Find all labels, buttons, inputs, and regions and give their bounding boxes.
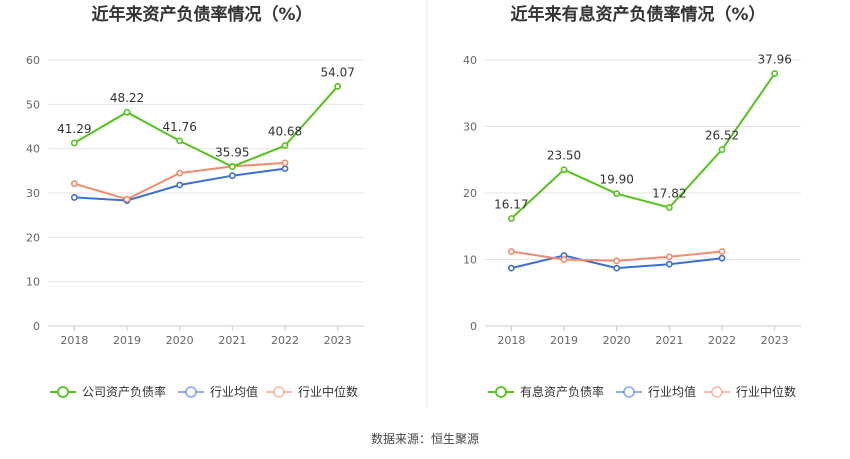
- data-point: [665, 260, 673, 268]
- x-tick-label: 2020: [166, 334, 194, 347]
- data-label: 35.95: [215, 146, 249, 160]
- y-tick-label: 60: [26, 54, 40, 67]
- data-point: [560, 256, 568, 263]
- series-line-3: [74, 161, 286, 201]
- data-point: [718, 146, 726, 154]
- data-point: [613, 257, 621, 265]
- series-line-1: [510, 73, 776, 220]
- data-label: 41.76: [162, 120, 196, 134]
- data-point: [176, 137, 184, 145]
- x-tick-label: 2020: [603, 334, 631, 347]
- data-point: [665, 253, 673, 261]
- y-tick-label: 0: [470, 320, 477, 333]
- chart-title-2: 近年来有息资产负债率情况（%）: [510, 4, 765, 25]
- legend-marker-2: [185, 386, 197, 398]
- data-point: [665, 204, 673, 211]
- legend-label-1: 公司资产负债率: [82, 384, 166, 399]
- y-tick-label: 20: [463, 187, 477, 200]
- x-tick-label: 2022: [271, 334, 299, 347]
- x-tick-label: 2019: [550, 334, 578, 347]
- legend-marker-1: [57, 386, 69, 398]
- legend-label-1: 有息资产负债率: [520, 384, 604, 399]
- data-label: 48.22: [110, 91, 144, 105]
- x-tick-label: 2022: [708, 334, 736, 347]
- x-tick-label: 2019: [113, 334, 141, 347]
- data-point: [281, 142, 289, 150]
- data-point: [176, 181, 184, 189]
- data-point: [228, 163, 236, 171]
- data-point: [334, 82, 342, 90]
- y-tick-label: 50: [26, 98, 40, 111]
- legend-label-3: 行业中位数: [298, 384, 358, 399]
- data-point: [123, 108, 131, 116]
- data-point: [281, 165, 289, 173]
- data-label: 26.52: [705, 129, 739, 143]
- legend-label-3: 行业中位数: [736, 384, 796, 399]
- x-tick-label: 2023: [324, 334, 352, 347]
- data-point: [718, 254, 726, 262]
- data-point: [718, 248, 726, 255]
- data-label: 41.29: [57, 122, 91, 136]
- data-point: [176, 169, 184, 177]
- data-label: 17.82: [652, 186, 686, 200]
- data-point: [507, 264, 515, 272]
- data-point: [70, 194, 78, 201]
- legend-marker-1: [495, 386, 507, 398]
- y-tick-label: 40: [463, 54, 477, 67]
- legend-marker-3: [273, 386, 285, 398]
- data-point: [123, 195, 131, 203]
- y-tick-label: 30: [26, 187, 40, 200]
- data-point: [70, 139, 78, 147]
- legend-label-2: 行业均值: [648, 384, 696, 399]
- x-tick-label: 2021: [655, 334, 683, 347]
- data-label: 19.90: [599, 173, 633, 187]
- data-point: [281, 159, 289, 167]
- data-point: [507, 248, 515, 255]
- x-tick-label: 2021: [218, 334, 246, 347]
- y-tick-label: 10: [26, 276, 40, 289]
- data-label: 23.50: [547, 149, 581, 163]
- legend-label-2: 行业均值: [210, 384, 258, 399]
- data-point: [560, 166, 568, 174]
- y-tick-label: 40: [26, 143, 40, 156]
- data-point: [70, 180, 78, 188]
- legend-marker-2: [623, 386, 635, 398]
- series-line-1: [73, 85, 339, 168]
- data-point: [228, 172, 236, 180]
- data-label: 54.07: [320, 65, 354, 79]
- chart-title-1: 近年来资产负债率情况（%）: [91, 4, 312, 25]
- data-point: [613, 190, 621, 198]
- data-source: 数据来源：恒生聚源: [371, 431, 479, 446]
- data-point: [771, 70, 779, 77]
- x-tick-label: 2018: [497, 334, 525, 347]
- data-point: [613, 264, 621, 272]
- data-label: 40.68: [268, 125, 302, 139]
- x-tick-label: 2018: [60, 334, 88, 347]
- data-label: 16.17: [494, 197, 528, 211]
- y-tick-label: 30: [463, 121, 477, 134]
- x-tick-label: 2023: [761, 334, 789, 347]
- data-point: [507, 215, 515, 222]
- y-tick-label: 0: [33, 320, 40, 333]
- data-label: 37.96: [757, 53, 791, 67]
- y-tick-label: 10: [463, 254, 477, 267]
- legend-marker-3: [711, 386, 723, 398]
- y-tick-label: 20: [26, 231, 40, 244]
